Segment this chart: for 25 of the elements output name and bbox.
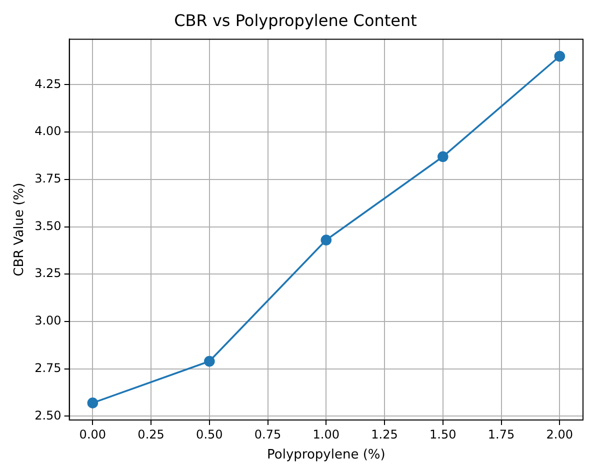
y-tick-label: 2.50 [34, 408, 62, 422]
point [438, 151, 448, 162]
x-tick-label: 0.25 [138, 427, 164, 442]
x-tick-label: 0.00 [79, 427, 106, 442]
chart-title: CBR vs Polypropylene Content [174, 10, 417, 30]
x-tick-label: 1.25 [371, 427, 398, 442]
x-tick-label: 1.50 [430, 427, 456, 442]
y-tick-label: 4.25 [34, 76, 62, 91]
x-tick-label: 1.00 [312, 427, 340, 442]
y-tick-label: 3.75 [34, 172, 62, 186]
point [87, 398, 98, 408]
y-axis-title: CBR Value (%) [12, 182, 28, 276]
point [554, 50, 566, 62]
x-tick-label: 0.50 [196, 427, 223, 442]
point [320, 234, 332, 246]
y-tick-label: 3.25 [34, 266, 62, 280]
x-tick-label: 1.75 [488, 427, 515, 442]
x-axis-title: Polypropylene (%) [266, 448, 386, 463]
x-tick-label: 2.00 [546, 427, 574, 442]
y-tick-label: 4.00 [34, 124, 62, 138]
y-tick-label: 3.00 [34, 314, 62, 328]
point [204, 356, 215, 367]
y-tick-label: 3.50 [34, 218, 62, 233]
x-tick-label: 0.75 [254, 427, 282, 442]
y-tick-label: 2.75 [34, 360, 62, 375]
